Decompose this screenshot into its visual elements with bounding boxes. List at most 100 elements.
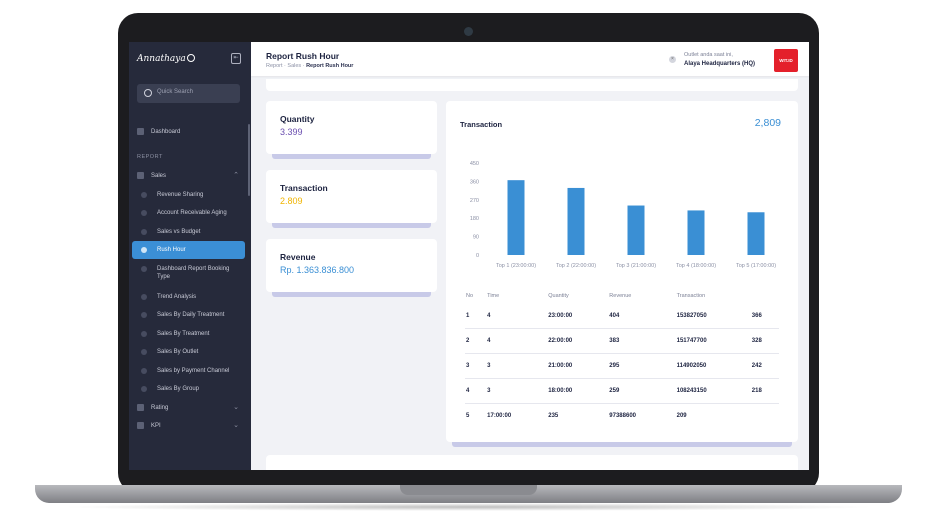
search-icon xyxy=(144,89,152,97)
sidebar: Annathaya ⇤ Quick Search Dashboard REPOR… xyxy=(129,42,251,470)
page-title: Report Rush Hour xyxy=(266,51,340,61)
table-cell: 3 xyxy=(465,353,487,379)
table-cell: 97388600 xyxy=(609,413,636,419)
column-header: Quantity xyxy=(548,293,569,299)
card-shadow xyxy=(272,153,431,159)
stat-card-quantity: Quantity 3.399 xyxy=(266,101,437,154)
logo-badge-icon xyxy=(186,54,195,62)
breadcrumb-current: Report Rush Hour xyxy=(306,63,354,69)
table-row: 3 3 21:00:00 295 114902050 242 xyxy=(465,353,779,379)
sidebar-item-label: Dashboard xyxy=(151,129,181,135)
item-icon xyxy=(141,331,147,337)
sidebar-item-sales[interactable]: Sales ⌃ xyxy=(137,169,243,183)
transaction-bar-chart: 450 360 270 180 90 0 Top 1 (23:00:00) Top 2 (22… xyxy=(470,161,776,269)
stat-value: 3.399 xyxy=(280,127,303,137)
chevron-down-icon: ⌄ xyxy=(233,404,239,411)
transaction-panel: Transaction 2,809 450 360 270 180 90 0 Top 1 (… xyxy=(446,101,798,442)
table-cell: 1 xyxy=(465,304,487,329)
table-cell: 295 xyxy=(608,353,676,379)
bar-chart-icon xyxy=(137,171,144,179)
laptop-shadow xyxy=(60,503,877,511)
y-tick-label: 0 xyxy=(476,253,479,259)
y-tick-label: 180 xyxy=(470,216,479,222)
breadcrumb-item[interactable]: Report xyxy=(266,63,283,69)
y-tick-label: 450 xyxy=(470,161,479,167)
sidebar-item-label: KPI xyxy=(151,423,161,429)
star-icon xyxy=(137,403,144,411)
sidebar-collapse-icon[interactable]: ⇤ xyxy=(231,53,241,64)
stat-card-transaction: Transaction 2.809 xyxy=(266,170,437,223)
camera-icon xyxy=(464,27,473,36)
outlet-close-icon[interactable]: × xyxy=(669,56,676,63)
table-cell: 22:00:00 xyxy=(547,328,609,354)
kpi-icon xyxy=(137,421,144,429)
item-icon xyxy=(141,247,147,253)
x-tick-label: Top 1 (23:00:00) xyxy=(496,263,536,269)
table-cell: 2 xyxy=(465,328,487,354)
table-cell: 4 xyxy=(465,378,487,404)
panel-total: 2,809 xyxy=(754,117,781,129)
card-shadow xyxy=(272,222,431,228)
chart-bar[interactable] xyxy=(507,180,525,255)
stat-title: Quantity xyxy=(280,114,315,124)
brand-logo: WIT.ID xyxy=(774,49,798,72)
laptop-notch xyxy=(400,485,537,495)
chevron-up-icon: ⌃ xyxy=(233,172,239,179)
column-header: No xyxy=(466,293,474,299)
table-cell: 4 xyxy=(486,328,548,354)
item-icon xyxy=(141,294,147,300)
sidebar-subitem-rush-hour[interactable]: Rush Hour xyxy=(132,241,245,259)
table-cell: 5 xyxy=(466,413,470,419)
table-cell: 17:00:00 xyxy=(487,413,512,419)
table-cell: 259 xyxy=(608,378,676,404)
sidebar-scrollbar[interactable] xyxy=(248,124,250,196)
sidebar-item-kpi[interactable]: KPI ⌄ xyxy=(137,419,243,433)
top-strip xyxy=(266,79,798,91)
table-cell: 235 xyxy=(548,413,559,419)
table-cell: 218 xyxy=(750,378,779,404)
chart-bar[interactable] xyxy=(687,210,705,255)
column-header: Transaction xyxy=(676,293,706,299)
x-tick-label: Top 4 (18:00:00) xyxy=(676,263,716,269)
table-cell: 209 xyxy=(676,413,687,419)
table-cell: 328 xyxy=(750,328,779,354)
item-icon xyxy=(141,386,147,392)
outlet-label: Outlet anda saat ini, xyxy=(684,52,733,58)
table-cell: 404 xyxy=(608,304,676,329)
chart-bar[interactable] xyxy=(747,212,765,255)
column-header xyxy=(751,288,779,304)
table-cell: 153827050 xyxy=(675,304,751,329)
table-cell: 366 xyxy=(750,304,779,329)
y-tick-label: 90 xyxy=(473,235,479,241)
x-tick-label: Top 2 (22:00:00) xyxy=(556,263,596,269)
header: Report Rush Hour Report · Sales · Report… xyxy=(251,42,809,76)
x-tick-label: Top 5 (17:00:00) xyxy=(736,263,776,269)
stat-value: 2.809 xyxy=(280,196,303,206)
table-cell: 18:00:00 xyxy=(547,378,609,404)
section-label-report: REPORT xyxy=(137,154,163,160)
breadcrumb-item[interactable]: Sales xyxy=(287,63,302,69)
panel-shadow xyxy=(452,440,792,447)
search-input[interactable]: Quick Search xyxy=(137,84,240,103)
y-tick-label: 270 xyxy=(470,198,479,204)
item-icon xyxy=(141,229,147,235)
table-cell: 151747700 xyxy=(675,328,751,354)
stat-title: Revenue xyxy=(280,252,316,262)
y-tick-label: 360 xyxy=(470,179,479,185)
outlet-name[interactable]: Alaya Headquarters (HQ) xyxy=(684,61,756,67)
table-cell: 4 xyxy=(486,304,548,329)
app-logo[interactable]: Annathaya xyxy=(137,54,195,64)
table-cell: 242 xyxy=(750,353,779,379)
rush-hour-table: No Time Quantity Revenue Transaction 1 4… xyxy=(465,288,779,428)
chart-bar[interactable] xyxy=(567,187,585,255)
sidebar-item-rating[interactable]: Rating ⌄ xyxy=(137,401,243,415)
chart-bar[interactable] xyxy=(627,205,645,255)
item-icon xyxy=(141,349,147,355)
table-cell: 21:00:00 xyxy=(547,353,609,379)
sidebar-item-dashboard[interactable]: Dashboard xyxy=(137,125,243,139)
card-shadow xyxy=(272,291,431,297)
bottom-card xyxy=(266,455,798,470)
table-row: 1 4 23:00:00 404 153827050 366 xyxy=(465,304,779,329)
table-cell: 3 xyxy=(486,378,548,404)
item-icon xyxy=(141,266,147,272)
